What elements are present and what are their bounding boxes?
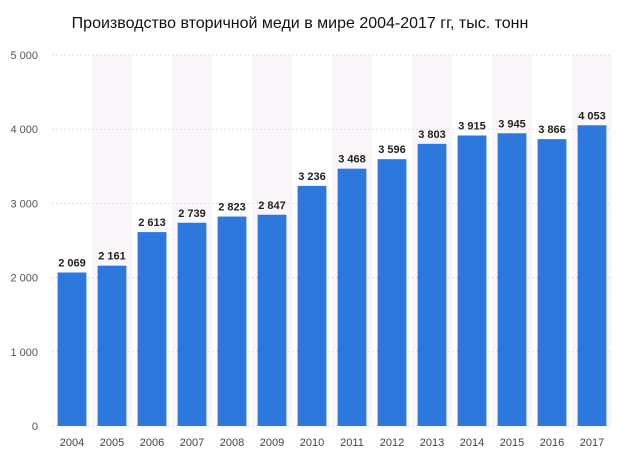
data-label: 3 945 [498, 118, 526, 130]
x-tick-label: 2013 [420, 437, 444, 449]
y-tick-label: 2 000 [10, 273, 38, 285]
y-tick-label: 4 000 [10, 124, 38, 136]
data-label: 4 053 [578, 110, 606, 122]
x-tick-label: 2008 [220, 437, 244, 449]
bar-2004 [57, 272, 87, 426]
data-label: 2 823 [218, 202, 246, 214]
bar-2011 [337, 168, 367, 427]
x-tick-label: 2016 [540, 437, 564, 449]
bar-2013 [417, 143, 447, 427]
bar-2016 [537, 139, 567, 426]
x-tick-label: 2012 [380, 437, 404, 449]
bar-2006 [137, 232, 167, 426]
y-tick-label: 0 [32, 421, 38, 433]
x-tick-label: 2009 [260, 437, 284, 449]
data-label: 3 866 [538, 124, 566, 136]
bar-2015 [497, 133, 527, 426]
data-label: 2 739 [178, 208, 206, 220]
y-axis: 0 1 000 2 000 3 000 4 000 5 000 [10, 50, 38, 433]
value-labels: 2 069 2 161 2 613 2 739 2 823 2 847 3 236 3 468… [58, 110, 606, 269]
x-tick-label: 2014 [460, 437, 484, 449]
data-label: 2 161 [98, 251, 126, 263]
x-tick-label: 2006 [140, 437, 164, 449]
x-tick-label: 2007 [180, 437, 204, 449]
bar-2017 [577, 125, 607, 427]
chart-title: Производство вторичной меди в мире 2004-… [72, 15, 529, 32]
y-tick-label: 1 000 [10, 347, 38, 359]
bars [57, 125, 607, 427]
bar-2009 [257, 214, 287, 426]
bar-2005 [97, 265, 127, 426]
data-label: 3 236 [298, 171, 326, 183]
y-tick-label: 3 000 [10, 198, 38, 210]
x-tick-label: 2005 [100, 437, 124, 449]
x-tick-label: 2017 [580, 437, 604, 449]
bar-2007 [177, 222, 207, 426]
data-label: 3 468 [338, 154, 366, 166]
data-label: 2 069 [58, 257, 86, 269]
x-axis: 2004 2005 2006 2007 2008 2009 2010 2011 2012 2013… [60, 437, 604, 449]
bar-2008 [217, 216, 247, 426]
x-tick-label: 2004 [60, 437, 84, 449]
y-tick-label: 5 000 [10, 50, 38, 62]
data-label: 3 915 [458, 121, 486, 133]
bar-2012 [377, 159, 407, 426]
data-label: 2 613 [138, 217, 166, 229]
data-label: 3 596 [378, 144, 406, 156]
data-label: 2 847 [258, 200, 286, 212]
data-label: 3 803 [418, 129, 446, 141]
x-tick-label: 2015 [500, 437, 524, 449]
x-tick-label: 2011 [340, 437, 364, 449]
bar-2014 [457, 135, 487, 426]
x-tick-label: 2010 [300, 437, 324, 449]
bar-2010 [297, 185, 327, 426]
